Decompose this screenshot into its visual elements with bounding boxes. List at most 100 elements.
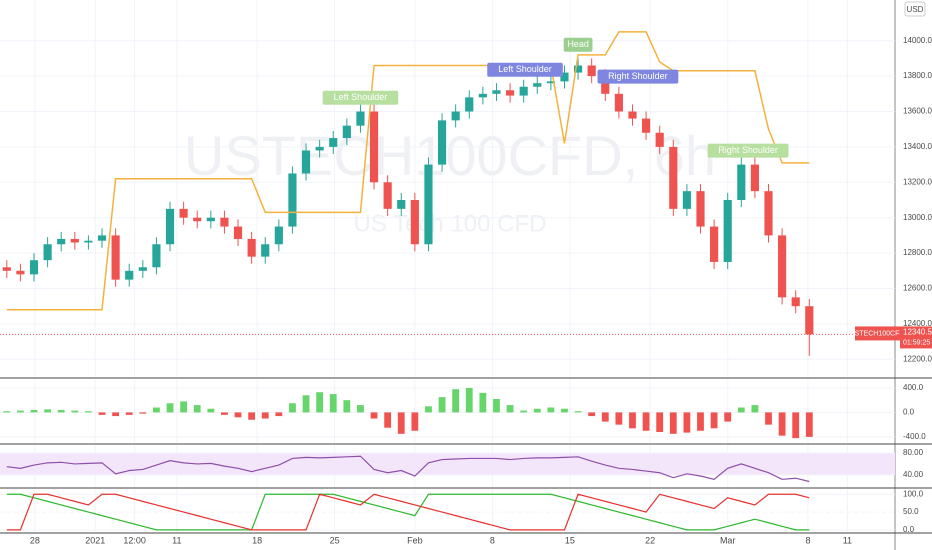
indicator-line [6,493,810,531]
candle-body [601,76,610,94]
candle-body [220,217,229,227]
candle-body [696,191,705,227]
x-tick-label: 2021 [85,535,105,545]
histogram-bar [193,405,201,413]
y-tick-label: 400.0 [903,383,924,392]
candle-body [723,200,732,262]
histogram-bar [289,403,296,413]
candle-body [642,118,651,133]
countdown: 01:59:25 [903,339,930,346]
histogram-bar [384,412,392,428]
candle-body [125,270,134,280]
y-tick-label: 12600.0 [903,284,932,293]
y-tick-label: -400.0 [903,432,926,441]
histogram-bar [234,412,242,418]
candle-body [764,191,773,236]
candle-body [152,244,161,268]
histogram-bar [221,412,228,415]
histogram-bar [751,405,759,413]
candle-body [193,217,202,222]
histogram-bar [493,398,500,413]
candle-body [478,93,487,98]
indicator-line [6,455,810,483]
y-tick-label: 40.00 [903,470,924,479]
annotation: Head [567,39,589,49]
y-tick-label: 13600.0 [903,107,932,116]
currency-box [904,1,926,17]
candle-body [397,200,406,209]
histogram-bar [85,411,92,413]
symbol-label: USTECH100CFD [850,330,905,337]
histogram-bar [561,408,568,413]
candle-body [261,244,270,257]
candle-body [16,270,25,275]
y-tick-label: 100.0 [903,489,924,498]
histogram-bar [547,407,555,413]
histogram-bar [316,392,324,413]
candle-body [97,235,107,241]
price-box [900,326,932,349]
histogram-bar [71,410,79,413]
candle-body [329,138,338,147]
candle-body [410,200,419,245]
candle-body [179,208,188,218]
candle-body [288,173,297,227]
y-tick-label: 12800.0 [903,248,932,257]
histogram-bar [452,389,460,413]
histogram-bar [275,412,283,417]
candle-body [560,72,569,82]
candle-body [383,182,392,209]
histogram-bar [710,412,718,429]
candle-body [573,65,583,73]
histogram-bar [17,410,24,413]
symbol-box [855,326,900,341]
annotation-box [487,62,563,77]
histogram-bar [30,409,38,413]
annotation-box [707,143,789,158]
histogram-bar [642,412,650,431]
candle-body [587,65,596,77]
histogram-bar [724,412,732,422]
histogram-bar [805,412,813,437]
candle-body [165,208,175,245]
x-tick-label: 8 [490,535,495,545]
annotation: Right Shoulder [608,71,668,81]
candle-body [206,217,215,222]
annotation: Right Shoulder [718,145,778,155]
candle-body [791,297,800,307]
candle-body [301,150,311,174]
histogram-bar [615,412,623,425]
candle-body [669,146,678,209]
last-price: 12340.5 [903,328,932,337]
histogram-bar [397,412,405,434]
candle-body [29,260,39,275]
y-tick-label: 0.0 [903,525,915,534]
x-tick-label: Mar [720,535,736,545]
candle-body [805,306,814,335]
histogram-bar [629,412,636,429]
candle-body [492,90,501,94]
histogram-bar [125,412,133,415]
x-tick-label: 11 [843,535,852,545]
histogram-bar [329,394,337,413]
y-tick-label: 80.00 [903,448,924,457]
candle-body [614,93,623,112]
candle-body [70,238,79,243]
y-tick-label: 13000.0 [903,213,932,222]
histogram-bar [778,412,786,436]
candle-body [465,97,474,112]
y-tick-label: 12400.0 [903,319,932,328]
candle-body [369,111,379,183]
histogram-bar [98,412,106,415]
candle-body [778,235,787,298]
histogram-bar [166,403,174,413]
histogram-bar [574,411,582,413]
annotation-box [322,90,399,105]
candle-body [111,235,120,280]
annotation: Left Shoulder [498,64,552,74]
histogram-bar [302,395,310,413]
watermark-subtitle: US Tech 100 CFD [354,210,547,237]
histogram-bar [343,400,351,413]
histogram-bar [180,401,188,413]
